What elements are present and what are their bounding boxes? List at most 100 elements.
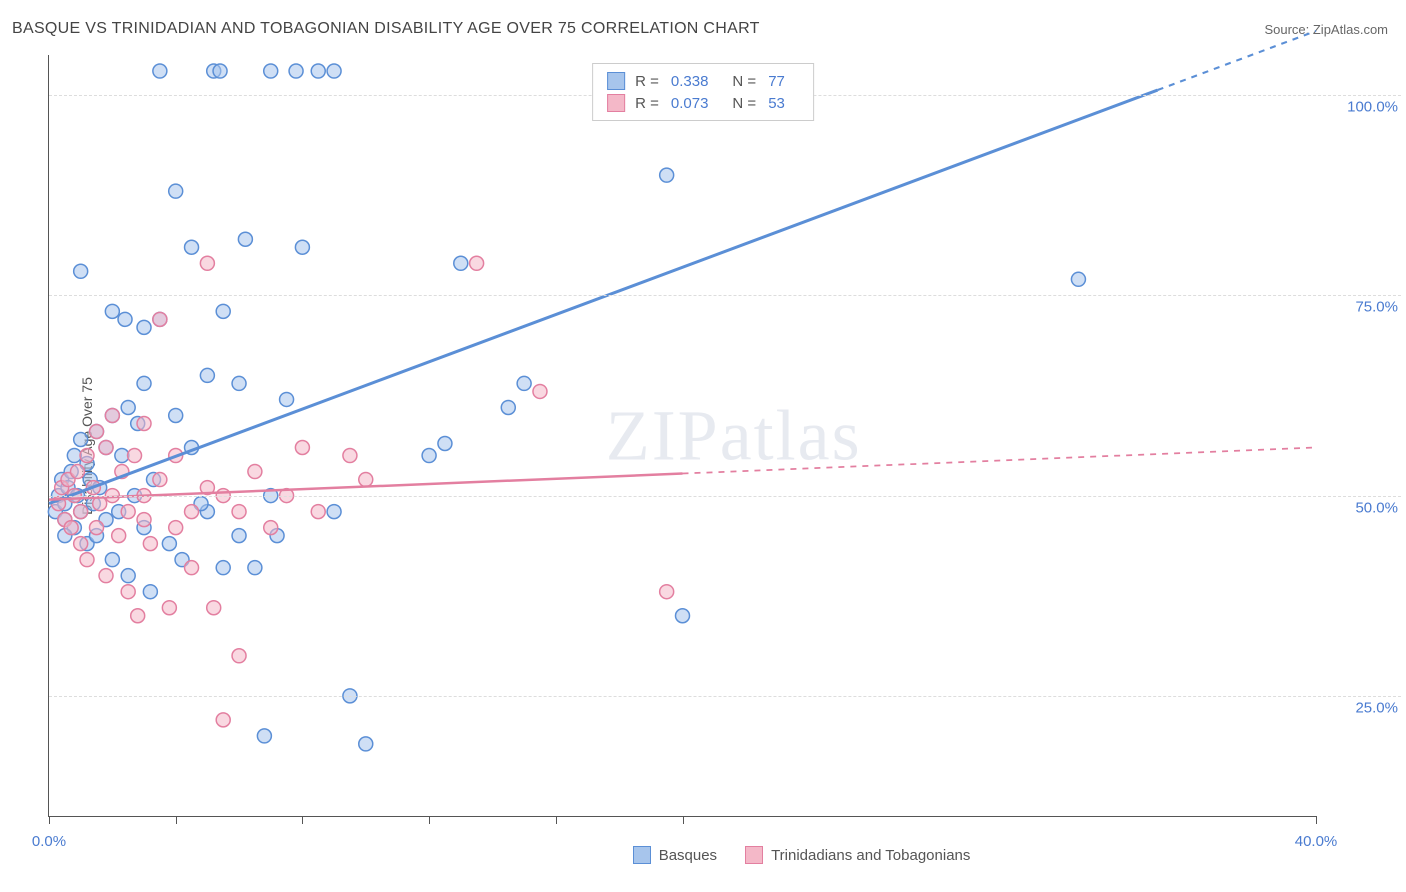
legend-label: Trinidadians and Tobagonians: [771, 847, 970, 864]
data-point: [99, 569, 113, 583]
data-point: [162, 601, 176, 615]
data-point: [105, 304, 119, 318]
data-point: [248, 561, 262, 575]
legend-item: Trinidadians and Tobagonians: [745, 846, 970, 864]
n-label: N =: [732, 95, 756, 112]
data-point: [74, 537, 88, 551]
data-point: [153, 64, 167, 78]
data-point: [185, 240, 199, 254]
data-point: [327, 505, 341, 519]
data-point: [99, 441, 113, 455]
x-tick: [683, 816, 684, 824]
chart-title: BASQUE VS TRINIDADIAN AND TOBAGONIAN DIS…: [12, 20, 760, 38]
trend-line: [49, 90, 1158, 504]
x-tick: [1316, 816, 1317, 824]
data-point: [311, 64, 325, 78]
gridline: [49, 295, 1401, 296]
data-point: [90, 521, 104, 535]
data-point: [213, 64, 227, 78]
data-point: [169, 408, 183, 422]
data-point: [257, 729, 271, 743]
data-point: [359, 473, 373, 487]
data-point: [289, 64, 303, 78]
data-point: [90, 424, 104, 438]
data-point: [153, 473, 167, 487]
legend-row: R = 0.338 N = 77: [607, 70, 799, 92]
data-point: [280, 392, 294, 406]
data-point: [185, 505, 199, 519]
x-tick: [302, 816, 303, 824]
data-point: [517, 376, 531, 390]
chart-canvas: [49, 55, 1316, 816]
data-point: [238, 232, 252, 246]
r-value: 0.338: [671, 73, 709, 90]
r-label: R =: [635, 73, 659, 90]
r-label: R =: [635, 95, 659, 112]
data-point: [248, 465, 262, 479]
data-point: [501, 400, 515, 414]
data-point: [153, 312, 167, 326]
data-point: [359, 737, 373, 751]
correlation-legend: R =0.338 N =77 R =0.073 N =53: [592, 63, 814, 121]
data-point: [470, 256, 484, 270]
legend-swatch: [633, 846, 651, 864]
data-point: [121, 569, 135, 583]
data-point: [232, 649, 246, 663]
n-value: 77: [768, 73, 785, 90]
data-point: [264, 64, 278, 78]
data-point: [327, 64, 341, 78]
data-point: [131, 609, 145, 623]
data-point: [216, 713, 230, 727]
source-credit: Source: ZipAtlas.com: [1264, 22, 1388, 37]
x-tick: [556, 816, 557, 824]
data-point: [137, 416, 151, 430]
x-tick: [49, 816, 50, 824]
data-point: [185, 561, 199, 575]
data-point: [67, 449, 81, 463]
data-point: [121, 400, 135, 414]
data-point: [169, 184, 183, 198]
data-point: [232, 529, 246, 543]
data-point: [64, 521, 78, 535]
data-point: [676, 609, 690, 623]
data-point: [143, 585, 157, 599]
data-point: [454, 256, 468, 270]
legend-swatch: [607, 94, 625, 112]
data-point: [105, 553, 119, 567]
y-tick-label: 100.0%: [1347, 99, 1398, 116]
data-point: [162, 537, 176, 551]
trend-line-projection: [1158, 31, 1316, 90]
data-point: [105, 408, 119, 422]
data-point: [660, 168, 674, 182]
trend-line-projection: [683, 448, 1317, 474]
legend-item: Basques: [633, 846, 717, 864]
data-point: [422, 449, 436, 463]
data-point: [232, 505, 246, 519]
gridline: [49, 496, 1401, 497]
data-point: [74, 505, 88, 519]
data-point: [112, 529, 126, 543]
y-tick-label: 25.0%: [1355, 699, 1398, 716]
data-point: [137, 513, 151, 527]
data-point: [216, 304, 230, 318]
n-value: 53: [768, 95, 785, 112]
legend-label: Basques: [659, 847, 717, 864]
data-point: [438, 437, 452, 451]
data-point: [264, 521, 278, 535]
legend-row: R =0.073 N =53: [607, 92, 799, 114]
data-point: [311, 505, 325, 519]
data-point: [200, 368, 214, 382]
y-tick-label: 75.0%: [1355, 299, 1398, 316]
data-point: [137, 376, 151, 390]
data-point: [207, 601, 221, 615]
data-point: [143, 537, 157, 551]
n-label: N =: [732, 73, 756, 90]
data-point: [80, 553, 94, 567]
data-point: [128, 449, 142, 463]
data-point: [1071, 272, 1085, 286]
data-point: [121, 585, 135, 599]
data-point: [118, 312, 132, 326]
x-tick-label: 0.0%: [32, 833, 66, 850]
data-point: [660, 585, 674, 599]
plot-area: ZIPatlas 25.0%50.0%75.0%100.0%0.0%40.0%: [48, 55, 1316, 817]
